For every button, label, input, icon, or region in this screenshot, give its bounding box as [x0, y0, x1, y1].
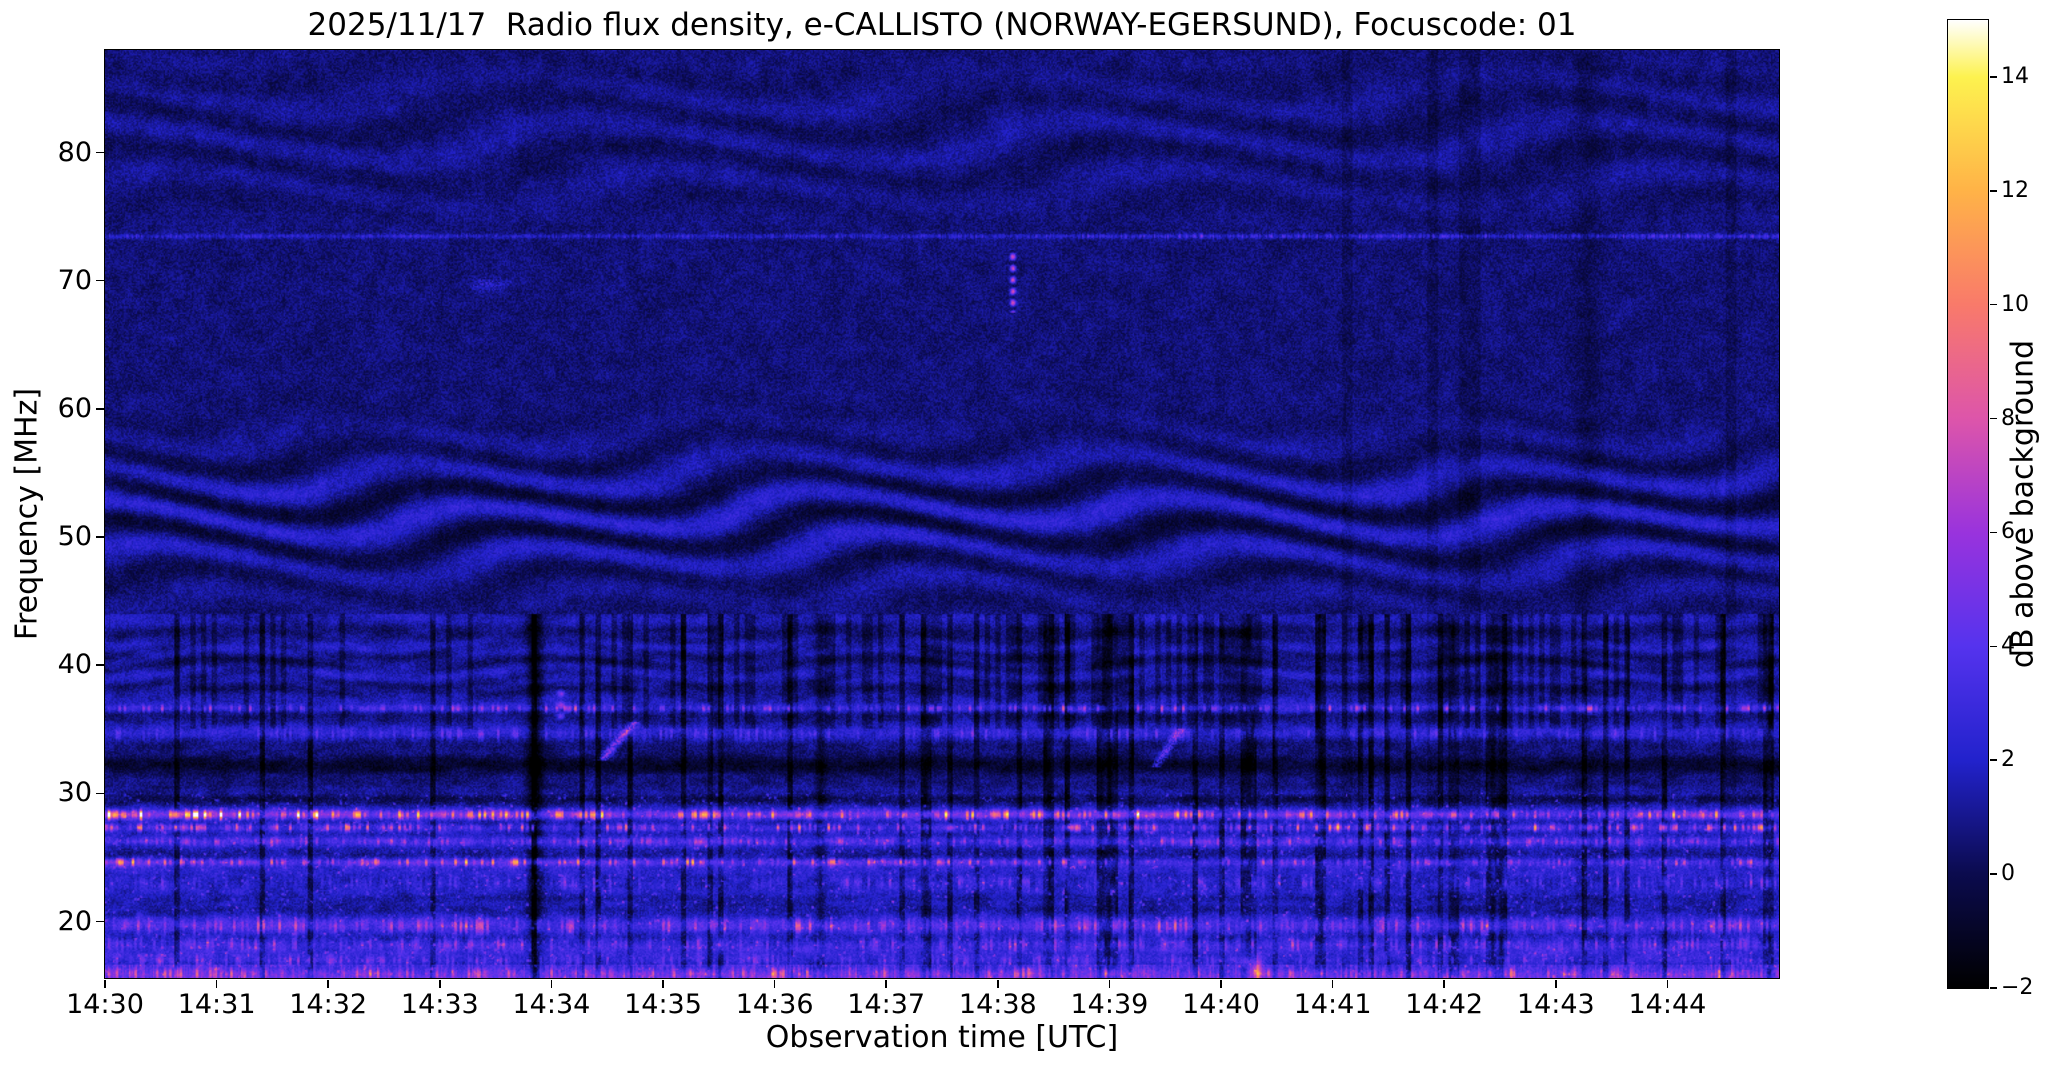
- colorbar-tick-label: 12: [2001, 177, 2029, 203]
- x-tick-mark: [327, 979, 329, 988]
- x-tick-mark: [1108, 979, 1111, 988]
- y-tick-label: 40: [57, 649, 92, 681]
- y-tick-mark: [95, 408, 104, 410]
- x-tick-mark: [1443, 979, 1445, 988]
- spectrogram-canvas: [105, 50, 1779, 978]
- x-tick-mark: [1555, 979, 1557, 988]
- colorbar-tick-mark: [1989, 417, 1997, 420]
- x-tick-label: 14:41: [1293, 989, 1372, 1020]
- y-axis-label: Frequency [MHz]: [9, 387, 45, 641]
- colorbar-tick-mark: [1989, 987, 1997, 989]
- x-tick-label: 14:40: [1182, 989, 1260, 1020]
- y-tick-label: 20: [57, 905, 92, 937]
- x-tick-mark: [997, 979, 999, 988]
- x-tick-label: 14:30: [66, 989, 144, 1020]
- y-tick-label: 70: [57, 264, 92, 296]
- colorbar-tick-mark: [1989, 759, 1997, 761]
- y-tick-label: 60: [57, 392, 92, 424]
- y-tick-mark: [95, 151, 104, 154]
- plot-area: [104, 49, 1780, 979]
- y-tick-mark: [95, 792, 104, 795]
- y-tick-mark: [95, 279, 104, 282]
- colorbar-gradient: [1948, 20, 1988, 988]
- colorbar-tick-label: −2: [2001, 975, 2034, 1000]
- colorbar-tick-label: 2: [2001, 747, 2015, 773]
- x-tick-label: 14:43: [1516, 989, 1595, 1020]
- colorbar: [1947, 19, 1989, 989]
- x-tick-label: 14:37: [847, 989, 926, 1020]
- x-tick-label: 14:31: [177, 989, 256, 1020]
- colorbar-tick-label: 6: [2001, 519, 2015, 545]
- colorbar-tick-label: 14: [2001, 63, 2029, 89]
- colorbar-tick-label: 10: [2001, 291, 2029, 317]
- y-tick-mark: [95, 664, 104, 666]
- colorbar-tick-label: 4: [2001, 633, 2015, 659]
- colorbar-tick-mark: [1989, 645, 1997, 648]
- x-tick-label: 14:32: [289, 989, 368, 1020]
- colorbar-tick-mark: [1989, 531, 1997, 534]
- x-tick-label: 14:39: [1070, 989, 1149, 1020]
- y-tick-mark: [95, 536, 104, 538]
- x-tick-mark: [104, 979, 106, 988]
- y-tick-mark: [95, 920, 104, 923]
- colorbar-tick-mark: [1989, 303, 1997, 306]
- colorbar-tick-mark: [1989, 76, 1997, 78]
- x-tick-label: 14:44: [1628, 989, 1707, 1020]
- x-tick-mark: [1220, 979, 1222, 988]
- x-tick-label: 14:38: [958, 989, 1037, 1020]
- x-axis-label: Observation time [UTC]: [765, 1020, 1119, 1055]
- x-tick-mark: [1666, 979, 1669, 988]
- x-tick-label: 14:42: [1405, 989, 1484, 1020]
- colorbar-tick-mark: [1989, 873, 1997, 875]
- x-tick-mark: [662, 979, 664, 988]
- x-tick-mark: [1331, 979, 1334, 988]
- colorbar-tick-label: 8: [2001, 405, 2015, 431]
- x-tick-mark: [550, 979, 553, 988]
- colorbar-tick-label: 0: [2001, 861, 2015, 887]
- x-tick-label: 14:33: [400, 989, 479, 1020]
- x-tick-mark: [773, 979, 776, 988]
- x-tick-label: 14:36: [735, 989, 814, 1020]
- x-tick-mark: [215, 979, 218, 988]
- colorbar-tick-mark: [1989, 190, 1997, 192]
- colorbar-label: dB above background: [2005, 339, 2041, 669]
- y-tick-label: 30: [57, 777, 92, 809]
- x-tick-label: 14:34: [512, 989, 591, 1020]
- x-tick-mark: [885, 979, 887, 988]
- x-tick-label: 14:35: [624, 989, 702, 1020]
- y-tick-label: 80: [57, 136, 92, 168]
- chart-title: 2025/11/17 Radio flux density, e-CALLIST…: [307, 7, 1577, 43]
- y-tick-label: 50: [57, 521, 92, 553]
- x-tick-mark: [439, 979, 441, 988]
